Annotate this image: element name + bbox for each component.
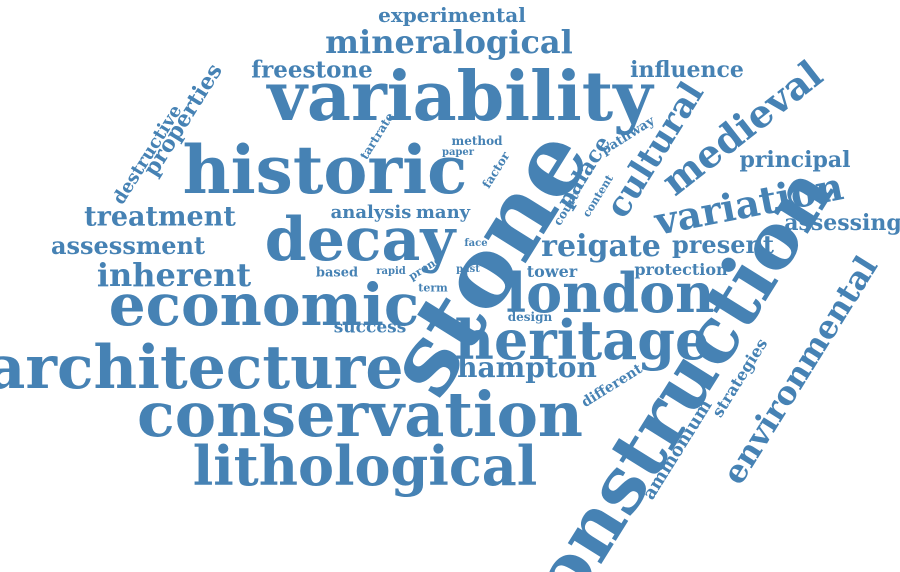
word-mineralogical: mineralogical [325,23,573,61]
word-inherent: inherent [96,256,252,294]
word-many: many [415,202,471,223]
word-term: term [418,281,448,295]
word-treatment: treatment [84,201,236,233]
word-past: past [456,264,480,275]
word-architecture: architecture [0,333,404,403]
word-assessment: assessment [50,231,206,260]
word-based: based [315,265,359,281]
word-assessing: assessing [784,210,900,236]
word-variability: variability [267,57,653,137]
word-conservation: conservation [136,378,584,451]
word-present: present [671,230,775,259]
word-paper: paper [441,147,475,158]
word-face: face [464,238,488,249]
word-reigate: reigate [541,229,661,264]
word-principal: principal [739,147,851,173]
word-analysis: analysis [330,202,412,223]
word-experimental: experimental [378,3,526,27]
word-rapid: rapid [376,266,406,277]
word-hampton: hampton [457,351,597,384]
word-decay: decay [264,205,456,275]
word-heritage: heritage [454,308,710,372]
word-london: london [505,261,715,325]
word-design: design [507,310,553,324]
word-protection: protection [634,260,728,279]
word-method: method [451,134,503,148]
word-lithological: lithological [192,434,538,498]
word-economic: economic [108,271,420,339]
word-influence: influence [630,57,744,83]
word-success: success [333,317,407,338]
word-historic: historic [182,131,468,209]
word-tower: tower [526,262,578,281]
word-freestone: freestone [251,56,373,84]
